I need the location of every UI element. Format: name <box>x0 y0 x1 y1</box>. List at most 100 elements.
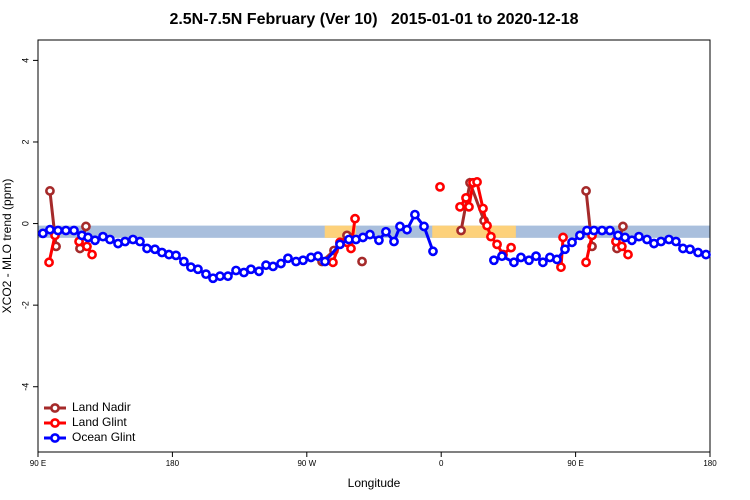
point <box>193 264 203 275</box>
point <box>461 192 471 203</box>
point <box>567 237 577 248</box>
point <box>623 249 633 260</box>
point <box>482 220 492 231</box>
point <box>575 230 585 241</box>
x-tick-label: 180 <box>166 459 180 468</box>
point <box>268 261 278 272</box>
point <box>472 177 482 187</box>
point <box>419 221 429 232</box>
y-tick-label: -2 <box>20 301 30 309</box>
point <box>313 251 323 262</box>
point <box>428 246 438 257</box>
point <box>45 224 55 235</box>
point <box>178 256 189 267</box>
point <box>283 253 293 264</box>
point <box>478 203 488 214</box>
point <box>346 243 356 254</box>
point <box>320 256 330 267</box>
point <box>374 235 384 246</box>
point <box>685 244 695 255</box>
point <box>455 201 465 212</box>
point <box>701 249 711 260</box>
point <box>671 236 681 247</box>
point <box>45 186 55 196</box>
point <box>223 271 233 282</box>
point <box>381 226 391 237</box>
x-tick-label: 90 E <box>567 459 583 468</box>
point <box>142 243 152 254</box>
point <box>605 225 615 236</box>
point <box>171 250 181 261</box>
legend-label: Land Nadir <box>72 400 131 414</box>
point <box>642 234 652 245</box>
point <box>492 239 502 250</box>
point <box>552 254 562 265</box>
y-tick-label: 4 <box>20 58 30 63</box>
plot-frame <box>37 39 711 453</box>
point <box>328 257 338 268</box>
point <box>44 257 54 268</box>
point <box>135 236 145 247</box>
point <box>656 236 666 247</box>
y-axis-label: XCO2 - MLO trend (ppm) <box>0 179 14 314</box>
point <box>105 234 115 245</box>
point <box>231 265 241 276</box>
point <box>38 228 48 239</box>
x-tick-label: 90 E <box>30 459 46 468</box>
point <box>634 231 644 242</box>
point <box>509 257 519 268</box>
point <box>335 239 345 250</box>
point <box>69 225 79 236</box>
point <box>581 186 591 196</box>
legend-marker <box>50 433 60 443</box>
x-tick-label: 0 <box>439 459 444 468</box>
point <box>616 241 627 252</box>
point <box>402 224 412 235</box>
series-line <box>42 211 707 280</box>
point <box>524 255 534 266</box>
band <box>38 225 710 238</box>
point <box>489 255 499 266</box>
legend-label: Land Glint <box>72 415 127 429</box>
point <box>556 262 566 273</box>
point <box>215 271 225 282</box>
point <box>486 231 496 242</box>
point <box>506 242 516 253</box>
point <box>357 256 367 267</box>
point <box>276 258 286 269</box>
point <box>693 247 703 258</box>
x-tick-label: 180 <box>703 459 717 468</box>
point <box>597 225 607 236</box>
point <box>497 251 507 262</box>
point <box>365 229 375 240</box>
point <box>560 244 570 255</box>
point <box>589 225 599 236</box>
legend-marker <box>50 403 60 413</box>
point <box>389 236 399 247</box>
point <box>90 235 100 246</box>
point <box>298 255 308 266</box>
point <box>120 236 130 247</box>
point <box>81 221 91 232</box>
x-tick-label: 90 W <box>297 459 316 468</box>
y-tick-label: -4 <box>20 383 30 391</box>
point <box>516 252 526 263</box>
legend-marker <box>50 418 60 428</box>
chart-title: 2.5N-7.5N February (Ver 10) 2015-01-01 t… <box>169 11 578 28</box>
point <box>82 241 92 252</box>
point <box>626 235 637 246</box>
point <box>537 257 548 268</box>
point <box>464 201 474 212</box>
point <box>246 264 256 275</box>
point <box>61 225 71 236</box>
point <box>201 269 211 280</box>
point <box>435 181 445 192</box>
band <box>432 225 516 238</box>
point <box>581 257 591 268</box>
legend-label: Ocean Glint <box>72 430 136 444</box>
point <box>350 213 360 224</box>
point <box>410 209 420 220</box>
y-tick-label: 2 <box>20 139 30 144</box>
point <box>531 251 541 262</box>
